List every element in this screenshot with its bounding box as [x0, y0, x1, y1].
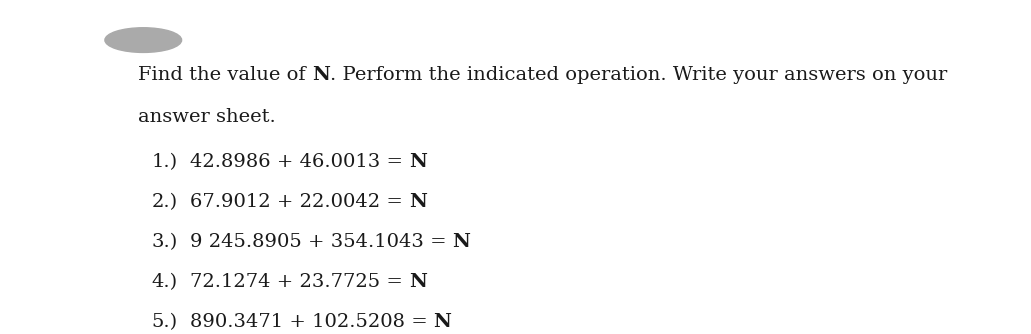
Text: N: N [408, 273, 427, 291]
Text: N: N [409, 153, 427, 171]
Text: 5.): 5.) [152, 313, 177, 331]
Text: 2.): 2.) [152, 193, 177, 211]
Text: Find the value of: Find the value of [138, 66, 312, 84]
Text: . Perform the indicated operation. Write your answers on your: . Perform the indicated operation. Write… [330, 66, 947, 84]
Text: N: N [453, 233, 470, 251]
Text: N: N [312, 66, 330, 84]
Text: 9 245.8905 + 354.1043 =: 9 245.8905 + 354.1043 = [190, 233, 453, 251]
Text: 4.): 4.) [152, 273, 177, 291]
Text: answer sheet.: answer sheet. [138, 108, 276, 126]
Circle shape [105, 28, 181, 52]
Text: 3.): 3.) [152, 233, 177, 251]
Text: 67.9012 + 22.0042 =: 67.9012 + 22.0042 = [190, 193, 408, 211]
Text: N: N [408, 193, 427, 211]
Text: 1.): 1.) [152, 153, 177, 171]
Text: N: N [434, 313, 452, 331]
Text: 890.3471 + 102.5208 =: 890.3471 + 102.5208 = [190, 313, 434, 331]
Text: 42.8986 + 46.0013 =: 42.8986 + 46.0013 = [190, 153, 409, 171]
Text: 72.1274 + 23.7725 =: 72.1274 + 23.7725 = [190, 273, 408, 291]
